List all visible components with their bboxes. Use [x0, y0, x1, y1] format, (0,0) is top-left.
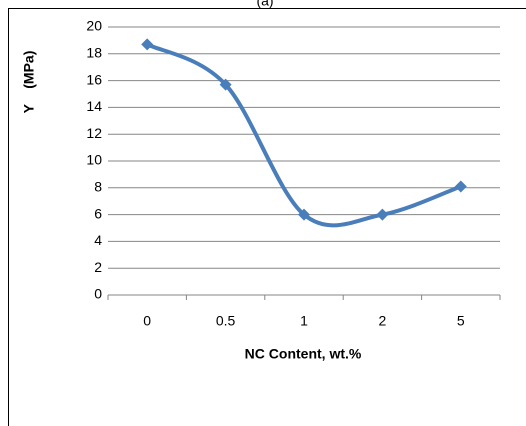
marker: [298, 208, 310, 221]
y-tick-label: 2: [94, 259, 102, 275]
chart-title: (a): [256, 0, 273, 9]
x-tick-label: 2: [379, 313, 387, 329]
y-tick-label: 8: [94, 179, 102, 195]
marker: [141, 38, 154, 51]
y-tick-label: 4: [94, 232, 102, 248]
y-tick-label: 20: [86, 18, 102, 34]
y-tick-label: 14: [86, 98, 102, 114]
y-tick-label: 0: [94, 286, 102, 302]
marker: [376, 208, 389, 221]
y-tick-label: 10: [86, 152, 102, 168]
y-tick-label: 18: [86, 45, 102, 61]
x-tick-label: 1: [300, 313, 308, 329]
y-tick-label: 6: [94, 205, 102, 221]
marker: [454, 180, 467, 193]
x-tick-label: 0.5: [216, 313, 236, 329]
line: [146, 42, 462, 228]
y-axis-label: Y (MPa): [21, 51, 37, 114]
x-axis-label: NC Content, wt.%: [245, 346, 362, 362]
x-tick-label: 0: [143, 313, 151, 329]
x-tick-label: 5: [457, 313, 465, 329]
y-tick-label: 16: [86, 71, 102, 87]
marker: [219, 78, 232, 91]
y-tick-label: 12: [86, 125, 102, 141]
chart-border: [8, 8, 526, 426]
